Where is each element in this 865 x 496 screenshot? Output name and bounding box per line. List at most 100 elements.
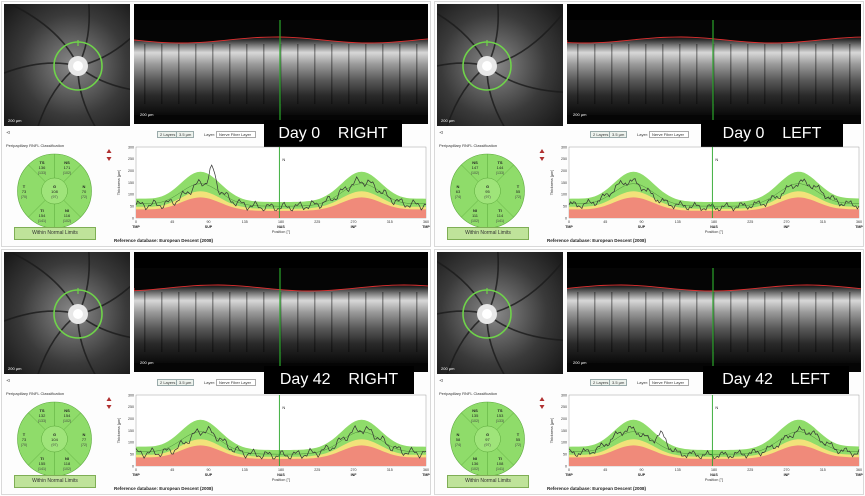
outside-range-band (569, 197, 859, 218)
normal-mean-line (568, 431, 860, 455)
sector-ref-ti: (141) (38, 467, 46, 471)
sector-label-n: N (457, 432, 460, 437)
y-tick-label: 0 (565, 464, 567, 468)
x-tick-label: 90 (207, 220, 211, 224)
y-tick-label: 50 (563, 204, 567, 208)
classification-result-badge: Within Normal Limits (447, 227, 529, 240)
region-label: INF (351, 225, 358, 229)
pin-icon[interactable]: ⊲ (439, 378, 444, 384)
classification-result-badge: Within Normal Limits (447, 475, 529, 488)
scroll-arrows-icon[interactable] (539, 396, 545, 410)
y-tick-label: 50 (130, 204, 134, 208)
pin-icon[interactable]: ⊲ (6, 378, 11, 384)
sector-ref-ns: (102) (63, 171, 71, 175)
y-tick-label: 250 (561, 157, 567, 161)
oct-panel-day42-right: 200 µm 200 µm ⊲ 2 Layers 3.5 µm Layer: Nerve F… (1, 249, 431, 495)
sector-ref-ns: (102) (471, 171, 479, 175)
region-label: TMP (565, 473, 573, 477)
oct-panel-day0-right: 200 µm 200 µm ⊲ 2 Layers 3.5 µm Layer: Nerve F… (1, 1, 431, 247)
classification-title: Peripapillary RNFL Classification (439, 391, 498, 396)
sector-value-ni: 118 (64, 461, 71, 466)
sector-label-g: G (486, 432, 489, 437)
y-axis-label: Thickness [µm] (117, 170, 121, 196)
sector-ref-ti: (141) (38, 219, 46, 223)
layer-select[interactable]: Nerve Fiber Layer (649, 379, 689, 386)
sector-label-g: G (53, 184, 56, 189)
x-tick-label: 180 (278, 220, 284, 224)
sector-label-n: N (457, 184, 460, 189)
outside-range-band (136, 445, 426, 466)
y-tick-label: 100 (128, 193, 134, 197)
x-tick-label: 0 (568, 220, 570, 224)
toolbar: ⊲ 2 Layers 3.5 µm Layer: Nerve Fiber Layer (4, 129, 430, 141)
fundus-image: 200 µm (4, 4, 130, 126)
bscan-header (134, 252, 428, 268)
scroll-arrows-icon[interactable] (106, 396, 112, 410)
pin-icon[interactable]: ⊲ (439, 130, 444, 136)
sector-ref-g: (97) (484, 195, 490, 199)
sector-value-n: 58 (456, 437, 461, 442)
x-tick-label: 225 (747, 220, 753, 224)
sector-value-ti: 154 (39, 213, 46, 218)
pin-icon[interactable]: ⊲ (6, 130, 11, 136)
x-tick-label: 180 (711, 468, 717, 472)
y-axis-label: Thickness [µm] (550, 170, 554, 196)
y-tick-label: 0 (132, 464, 134, 468)
sector-ref-ns: (102) (63, 419, 71, 423)
x-tick-label: 135 (242, 468, 248, 472)
sector-value-t: 55 (516, 437, 521, 442)
resolution-button[interactable]: 3.5 µm (609, 131, 628, 138)
reference-database-label: Reference database: European Descent (20… (547, 238, 647, 243)
sector-label-ti: TI (498, 456, 502, 461)
day-eye-label: Day 0 RIGHT (264, 120, 402, 148)
patient-thickness-line (568, 425, 860, 460)
sector-value-ti: 108 (497, 461, 504, 466)
fundus-image: 200 µm (4, 252, 130, 374)
oct-bscan-image: 200 µm (567, 268, 861, 372)
y-tick-label: 150 (128, 181, 134, 185)
y-tick-label: 0 (132, 216, 134, 220)
fundus-scale-label: 200 µm (441, 366, 455, 371)
sector-ref-t: (72) (515, 443, 521, 447)
fundus-scale-label: 200 µm (8, 118, 22, 123)
x-tick-label: 45 (603, 468, 607, 472)
resolution-button[interactable]: 3.5 µm (609, 379, 628, 386)
cursor-marker-label: N (715, 157, 718, 162)
scroll-arrows-icon[interactable] (539, 148, 545, 162)
region-label: TMP (855, 473, 863, 477)
bscan-scale-label: 200 µm (140, 360, 154, 365)
layer-select[interactable]: Nerve Fiber Layer (216, 131, 256, 138)
patient-thickness-line (135, 164, 427, 212)
fundus-image: 200 µm (437, 252, 563, 374)
y-tick-label: 150 (561, 181, 567, 185)
rnfl-thickness-graph: N 300 250 200 150 100 50 0 Thickness [µm] 0 45 90 13… (117, 393, 430, 482)
x-tick-label: 135 (242, 220, 248, 224)
sector-label-ts: TS (497, 160, 502, 165)
y-tick-label: 200 (128, 169, 134, 173)
x-tick-label: 270 (351, 220, 357, 224)
layer-select[interactable]: Nerve Fiber Layer (216, 379, 256, 386)
y-tick-label: 50 (563, 452, 567, 456)
x-tick-label: 225 (314, 468, 320, 472)
bscan-scale-label: 200 µm (140, 112, 154, 117)
sector-value-ns: 147 (472, 165, 479, 170)
layer-select[interactable]: Nerve Fiber Layer (649, 131, 689, 138)
resolution-button[interactable]: 3.5 µm (176, 131, 195, 138)
sector-label-ti: TI (40, 208, 44, 213)
sector-label-g: G (486, 184, 489, 189)
x-tick-label: 225 (314, 220, 320, 224)
sector-label-ti: TI (498, 208, 502, 213)
x-tick-label: 135 (675, 220, 681, 224)
x-tick-label: 180 (711, 220, 717, 224)
scroll-arrows-icon[interactable] (106, 148, 112, 162)
sector-ref-ni: (102) (471, 219, 479, 223)
sector-value-ts: 153 (497, 413, 504, 418)
sector-value-ns: 135 (472, 413, 479, 418)
sector-ref-n: (72) (81, 443, 87, 447)
resolution-button[interactable]: 3.5 µm (176, 379, 195, 386)
region-label: SUP (638, 225, 646, 229)
x-axis-label: Position [°] (705, 478, 723, 482)
cursor-marker-label: N (715, 405, 718, 410)
sector-value-g: 95 (485, 189, 490, 194)
y-tick-label: 250 (128, 157, 134, 161)
